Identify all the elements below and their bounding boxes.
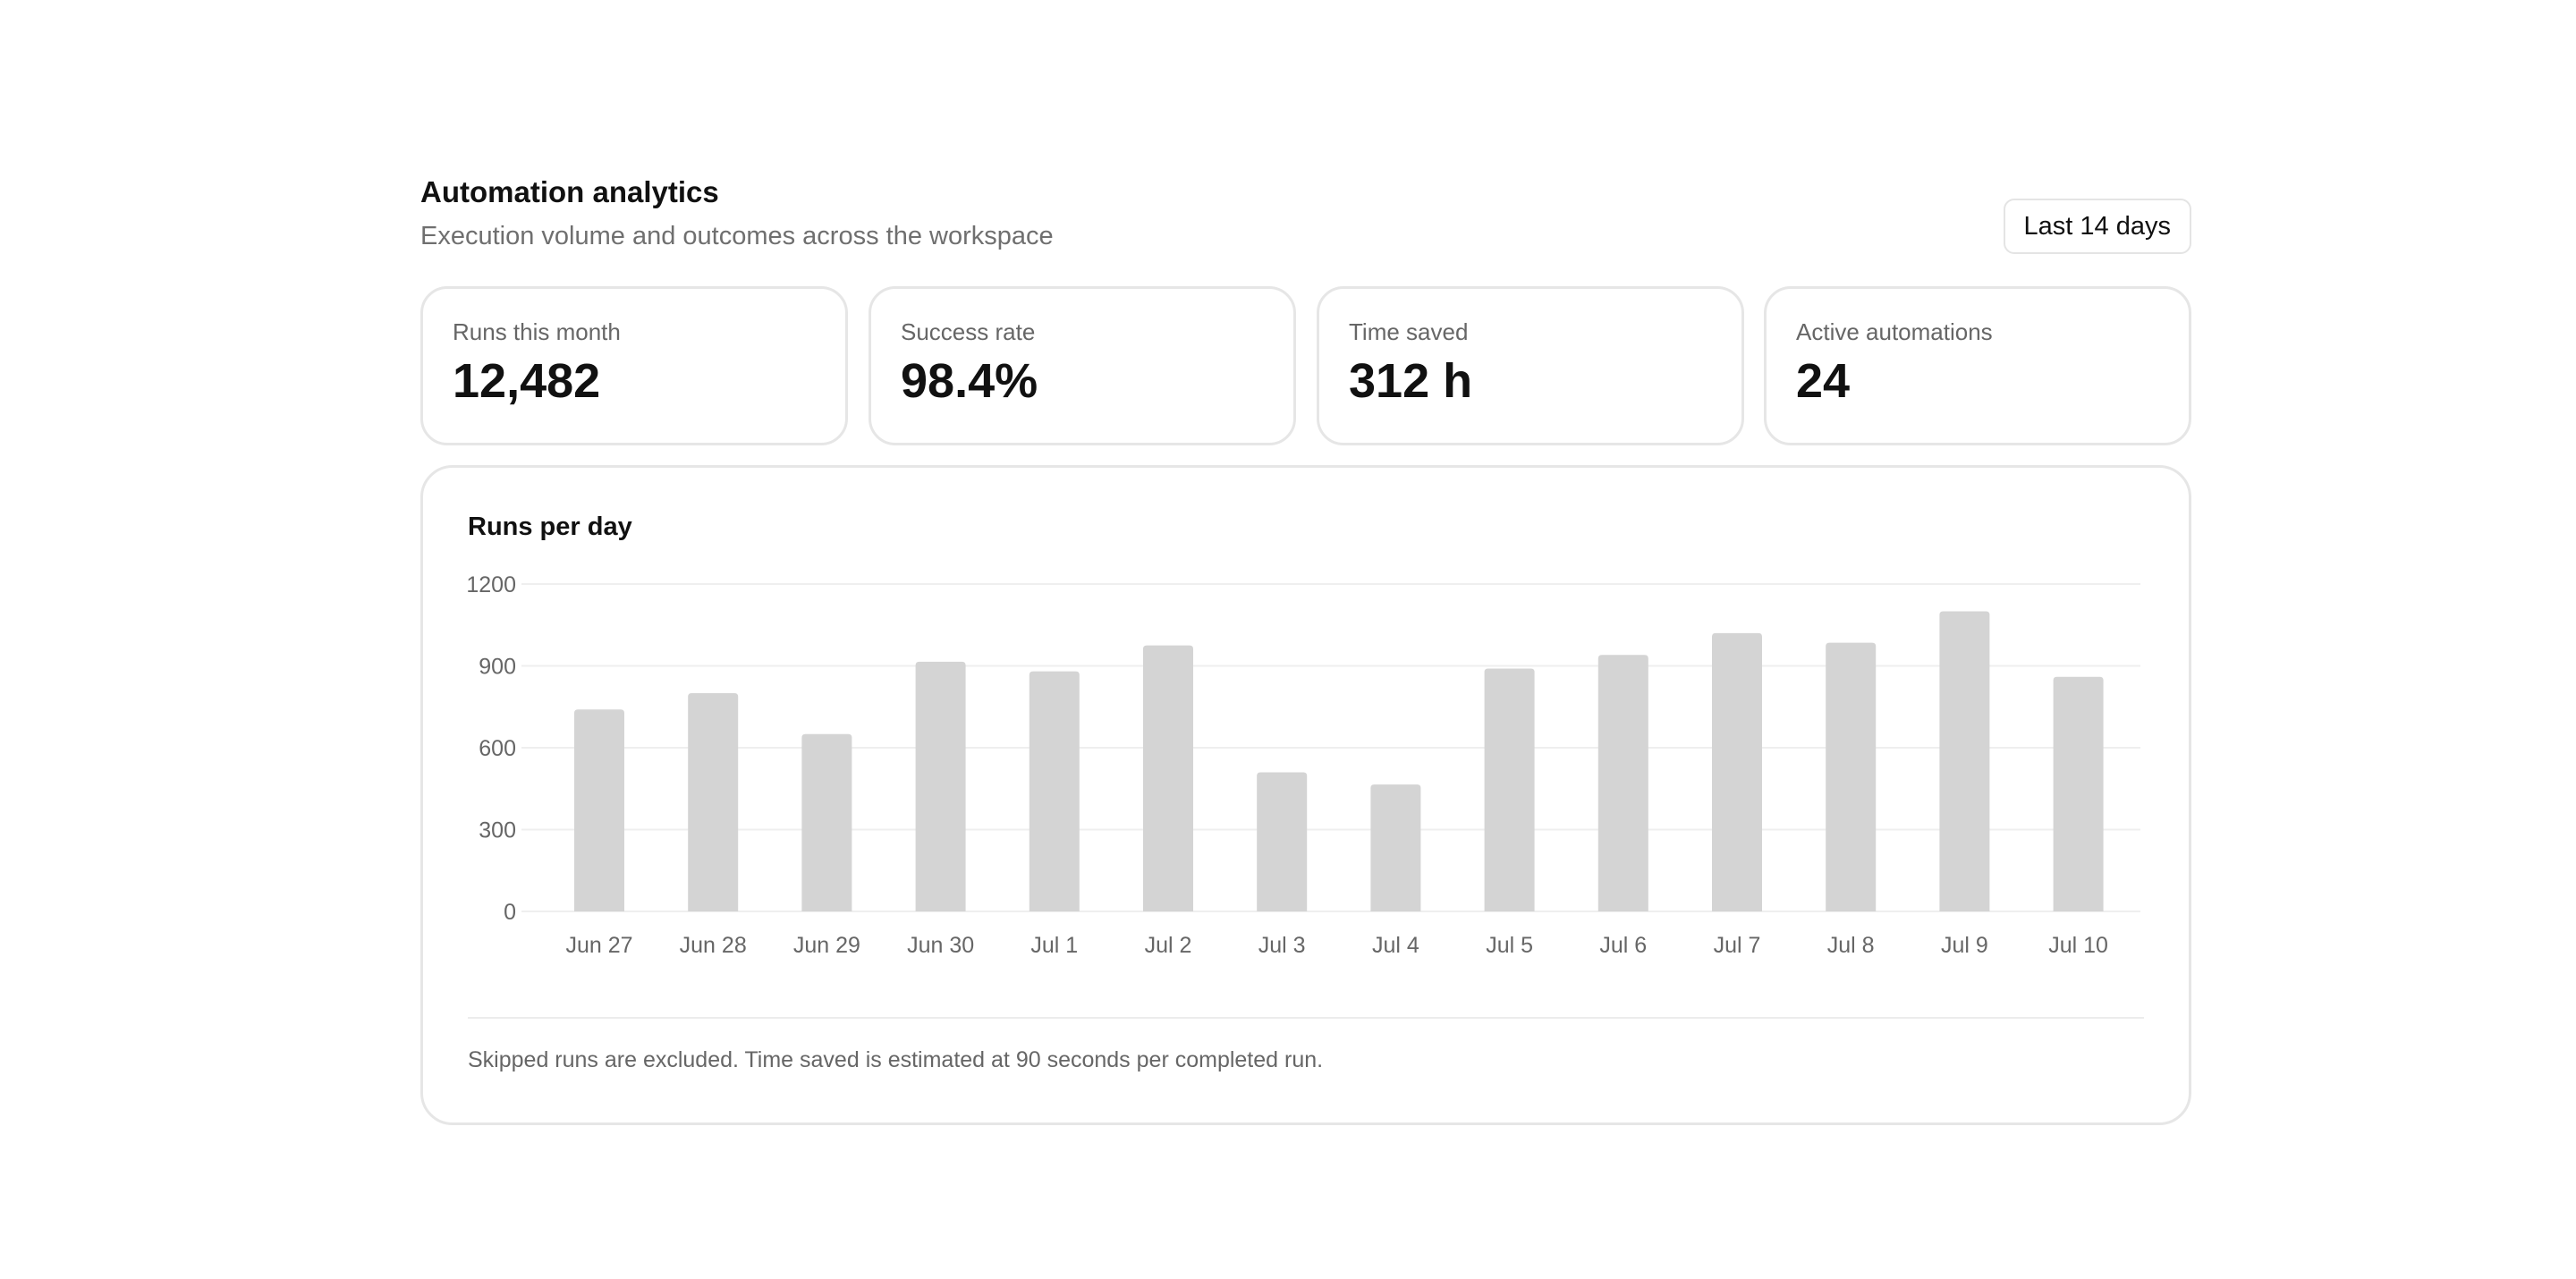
bar [801,733,852,911]
stat-label: Runs this month [453,318,621,345]
y-tick-label: 300 [479,818,516,843]
x-tick-label: Jul 10 [2048,933,2108,958]
page-subtitle: Execution volume and outcomes across the… [420,222,1054,250]
page-header: Automation analytics Execution volume an… [420,175,2191,286]
runs-per-day-chart: 0 300 600 900 1200 Jun 27 Jun 28 Jun 29 Jun 30 Ju… [466,572,2140,958]
x-tick-label: Jul 2 [1145,933,1192,958]
bar [915,661,966,911]
stat-card-time-saved: Time saved 312 h [1317,286,1744,445]
bar [1370,784,1421,911]
bar [1143,645,1193,911]
stat-value: 312 h [1349,354,1473,408]
stat-label: Success rate [901,318,1036,345]
y-tick-label: 1200 [466,572,516,597]
x-tick-label: Jun 28 [680,933,747,958]
x-tick-label: Jun 30 [907,933,974,958]
bar [1939,611,1990,911]
stat-label: Time saved [1349,318,1469,345]
page-title: Automation analytics [420,175,719,208]
bar [1712,632,1762,911]
bar [688,693,739,911]
bar [1029,671,1080,911]
bar [1484,668,1535,911]
bar [574,709,624,911]
stat-value: 24 [1796,354,1851,408]
x-tick-label: Jul 7 [1714,933,1761,958]
footer-divider [468,1017,2144,1019]
x-tick-label: Jul 5 [1486,933,1533,958]
stat-card-success-rate: Success rate 98.4% [869,286,1296,445]
bar [1826,642,1877,911]
x-tick-label: Jul 3 [1258,933,1306,958]
x-tick-label: Jun 27 [565,933,632,958]
y-tick-label: 600 [479,736,516,761]
chart-title: Runs per day [468,512,632,541]
y-tick-label: 0 [504,900,516,925]
x-tick-label: Jul 9 [1941,933,1988,958]
x-tick-label: Jul 1 [1030,933,1078,958]
stat-card-runs: Runs this month 12,482 [420,286,848,445]
stat-value: 98.4% [901,354,1038,408]
stat-label: Active automations [1796,318,1993,345]
bar [2053,676,2104,911]
y-tick-label: 900 [479,655,516,680]
chart-footnote: Skipped runs are excluded. Time saved is… [468,1047,1324,1072]
x-tick-label: Jul 8 [1827,933,1875,958]
stat-value: 12,482 [453,354,601,408]
bar [1257,772,1308,911]
x-tick-label: Jul 4 [1372,933,1419,958]
x-tick-label: Jul 6 [1599,933,1647,958]
x-tick-label: Jun 29 [793,933,860,958]
bar [1597,655,1648,911]
date-range-button[interactable]: Last 14 days [2003,199,2191,254]
chart-card: 0 300 600 900 1200 Jun 27 Jun 28 Jun 29 Jun 30 Ju… [420,465,2191,1125]
stats-row: Runs this month 12,482 Success rate 98.4… [420,286,2191,445]
analytics-panel: Automation analytics Execution volume an… [420,175,2191,1125]
stat-card-active-automations: Active automations 24 [1764,286,2191,445]
